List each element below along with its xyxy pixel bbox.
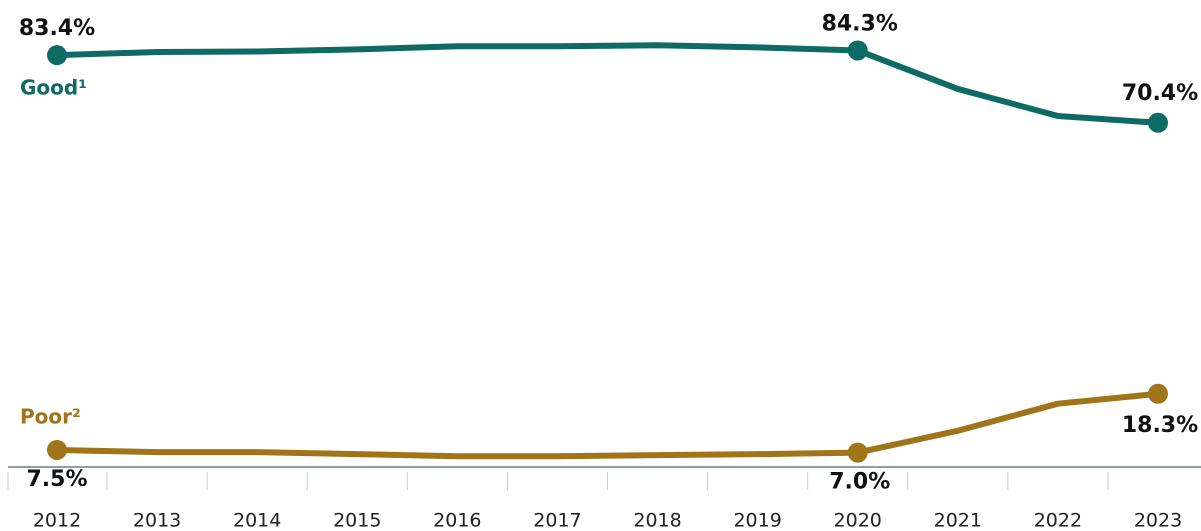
marker [47, 439, 67, 460]
x-tick-label: 2021 [934, 510, 982, 531]
line [56, 42, 1159, 126]
marker [1148, 383, 1168, 404]
marker [847, 442, 868, 463]
series-label: Good¹ [20, 76, 87, 100]
marker [47, 45, 67, 66]
marker [1148, 112, 1168, 133]
series-label: Poor² [20, 404, 81, 428]
x-tick-label: 2013 [133, 510, 181, 531]
data-label: 84.3% [822, 11, 898, 36]
marker [847, 40, 868, 61]
x-tick-label: 2012 [33, 510, 81, 531]
x-tick-label: 2022 [1034, 510, 1082, 531]
x-tick-label: 2015 [333, 510, 381, 531]
data-label: 7.5% [26, 467, 87, 492]
x-tick-label: 2016 [433, 510, 481, 531]
data-label: 70.4% [1122, 81, 1198, 106]
x-tick-label: 2018 [633, 510, 681, 531]
x-tick-label: 2017 [533, 510, 581, 531]
data-label: 18.3% [1122, 413, 1198, 438]
data-label: 7.0% [829, 470, 890, 495]
x-tick-label: 2020 [834, 510, 882, 531]
x-tick-label: 2014 [233, 510, 281, 531]
x-tick-label: 2023 [1134, 510, 1182, 531]
data-label: 83.4% [19, 16, 95, 41]
line [56, 390, 1159, 460]
x-tick-label: 2019 [733, 510, 781, 531]
